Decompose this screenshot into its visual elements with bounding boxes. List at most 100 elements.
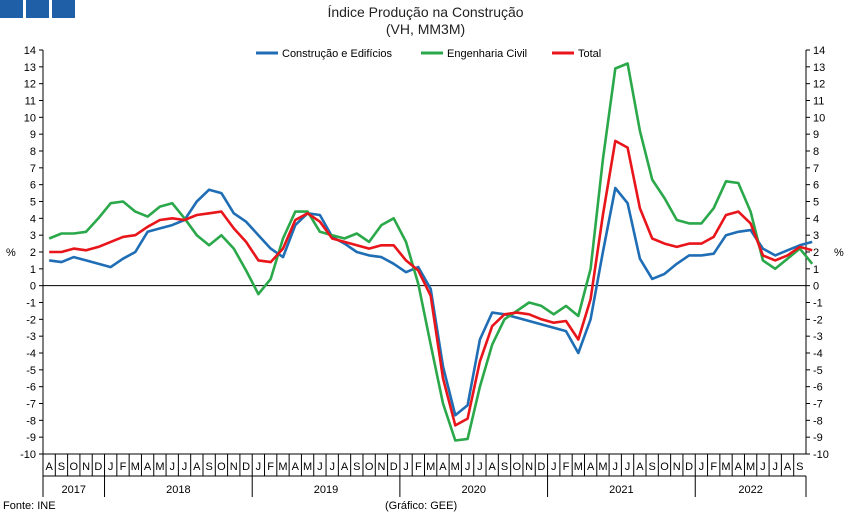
x-tick-label: F (267, 461, 274, 473)
series-line-total (49, 139, 813, 427)
x-tick-label: M (746, 461, 755, 473)
x-tick-label: M (303, 461, 312, 473)
y-tick-label-left: -1 (26, 298, 36, 310)
x-tick-label: O (365, 461, 374, 473)
y-tick-label-left: -8 (26, 415, 36, 427)
x-tick-label: A (292, 461, 300, 473)
x-tick-label: N (673, 461, 681, 473)
x-tick-label: F (710, 461, 717, 473)
x-tick-label: A (439, 461, 447, 473)
x-tick-label: J (551, 461, 557, 473)
chart-series (48, 62, 814, 442)
legend-label: Total (578, 48, 601, 60)
year-label: 2017 (62, 484, 86, 496)
y-tick-label-right: 4 (813, 213, 819, 225)
chart-subtitle: (VH, MM3M) (385, 21, 466, 37)
legend-label: Engenharia Civil (447, 48, 527, 60)
x-tick-label: S (501, 461, 508, 473)
y-tick-label-right: 2 (813, 247, 819, 259)
x-tick-label: D (685, 461, 693, 473)
y-tick-label-right: 14 (813, 45, 825, 57)
y-tick-label-left: 9 (30, 129, 36, 141)
x-tick-label: A (144, 461, 152, 473)
logo (0, 0, 75, 18)
x-tick-label: S (58, 461, 65, 473)
y-tick-label-left: -10 (20, 449, 36, 461)
legend-label: Construção e Edifícios (282, 48, 393, 60)
x-tick-label: M (426, 461, 435, 473)
y-tick-label-right: 1 (813, 264, 819, 276)
logo-block-1 (0, 0, 23, 18)
y-tick-label-left: 2 (30, 247, 36, 259)
x-tick-label: J (699, 461, 705, 473)
y-tick-label-left: 14 (24, 45, 36, 57)
x-tick-label: J (760, 461, 766, 473)
y-tick-label-right: -6 (813, 382, 823, 394)
y-tick-label-left: 6 (30, 180, 36, 192)
y-tick-label-right: -5 (813, 365, 823, 377)
x-tick-label: O (217, 461, 226, 473)
y-tick-label-left: 3 (30, 230, 36, 242)
x-tick-label: J (403, 461, 409, 473)
x-tick-label: M (131, 461, 140, 473)
y-tick-label-right: 13 (813, 62, 825, 74)
y-tick-label-right: -10 (813, 449, 829, 461)
y-tick-label-left: 1 (30, 264, 36, 276)
y-tick-label-left: 4 (30, 213, 36, 225)
y-tick-label-right: 6 (813, 180, 819, 192)
year-label: 2019 (314, 484, 338, 496)
y-tick-label-left: 13 (24, 62, 36, 74)
x-tick-label: S (796, 461, 803, 473)
y-axis-label-left: % (6, 247, 16, 259)
x-tick-label: J (182, 461, 188, 473)
x-tick-label: J (625, 461, 631, 473)
y-tick-label-right: -7 (813, 399, 823, 411)
x-tick-label: J (108, 461, 114, 473)
x-tick-label: N (525, 461, 533, 473)
x-tick-label: S (205, 461, 212, 473)
x-tick-label: J (613, 461, 619, 473)
y-tick-label-left: -6 (26, 382, 36, 394)
series-line-constru-o-e-edif-cios (49, 186, 813, 417)
x-tick-label: J (169, 461, 175, 473)
y-tick-label-left: -5 (26, 365, 36, 377)
y-tick-label-left: 0 (30, 281, 36, 293)
y-tick-label-left: -7 (26, 399, 36, 411)
chart-legend: Construção e Edifícios Engenharia Civil To… (256, 48, 601, 60)
x-tick-label: D (390, 461, 398, 473)
x-tick-label: S (353, 461, 360, 473)
x-tick-label: J (329, 461, 335, 473)
y-axis-label-right: % (834, 247, 844, 259)
year-label: 2020 (461, 484, 485, 496)
y-tick-label-right: 9 (813, 129, 819, 141)
x-tick-label: J (465, 461, 471, 473)
series-line-engenharia-civil (48, 62, 814, 442)
y-tick-label-right: -4 (813, 348, 823, 360)
x-tick-label: F (415, 461, 422, 473)
x-tick-label: S (648, 461, 655, 473)
y-tick-label-right: 10 (813, 112, 825, 124)
source-note: Fonte: INE (3, 500, 56, 512)
y-tick-label-left: 10 (24, 112, 36, 124)
x-tick-label: J (772, 461, 778, 473)
x-tick-label: A (45, 461, 53, 473)
y-tick-label-right: 11 (813, 96, 824, 108)
y-tick-label-right: -3 (813, 331, 823, 343)
y-tick-label-left: 12 (24, 79, 36, 91)
logo-block-3 (52, 0, 75, 18)
x-tick-label: M (278, 461, 287, 473)
y-tick-label-left: 7 (30, 163, 36, 175)
x-tick-label: J (317, 461, 323, 473)
line-chart: Construção e Edifícios Engenharia Civil To… (6, 45, 844, 497)
y-tick-label-right: 0 (813, 281, 819, 293)
y-tick-label-right: 12 (813, 79, 825, 91)
y-tick-label-left: 5 (30, 197, 36, 209)
x-tick-label: N (230, 461, 238, 473)
x-tick-label: A (636, 461, 644, 473)
y-tick-label-right: 8 (813, 146, 819, 158)
y-tick-label-left: 11 (25, 96, 36, 108)
y-tick-label-right: -1 (813, 298, 823, 310)
x-tick-label: D (537, 461, 545, 473)
x-tick-label: J (256, 461, 262, 473)
